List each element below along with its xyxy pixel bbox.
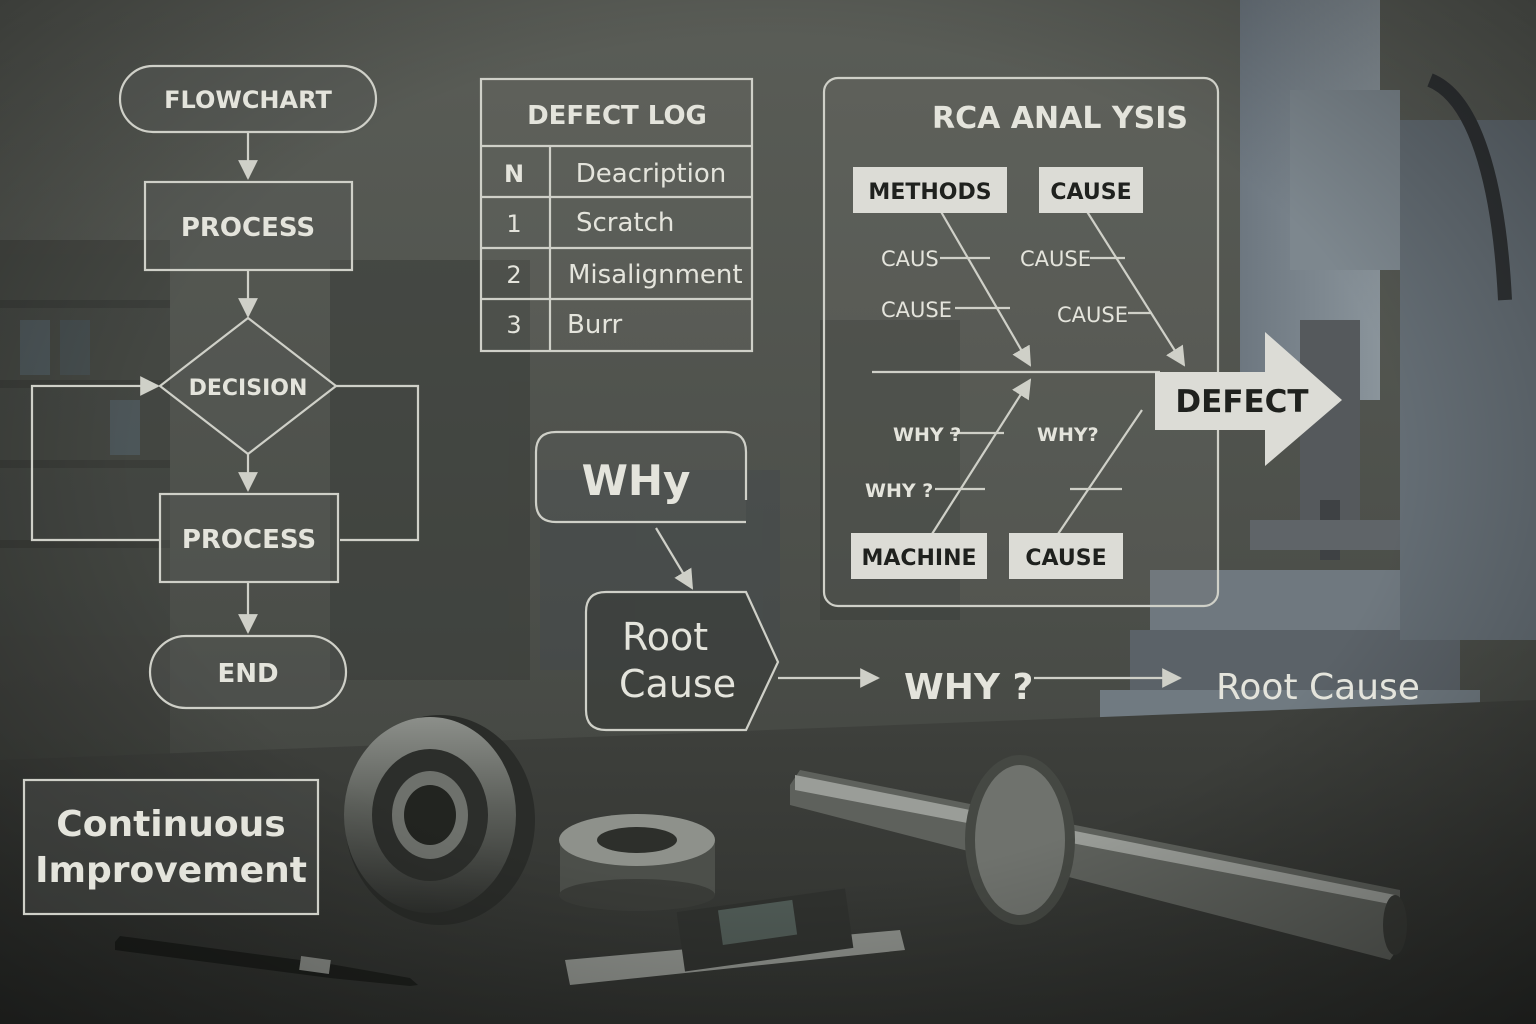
bone-methods [939, 209, 1031, 367]
defect-log-table: DEFECT LOG N Deacription 1 Scratch 2 Mis… [479, 77, 754, 353]
tag-cause-bottom-label: CAUSE [1025, 546, 1106, 571]
bone-machine [931, 378, 1032, 535]
defect-log-col-description: Deacription [576, 159, 726, 189]
defect-arrow [1155, 332, 1342, 466]
rca-cause-label: CAUSE [881, 298, 952, 322]
defect-log-row-1-n: 1 [506, 210, 521, 238]
decision-label: DECISION [189, 376, 308, 401]
flowchart: FLOWCHART PROCESS DECISION PROCESS END [30, 64, 420, 710]
defect-log-title: DEFECT LOG [527, 101, 707, 131]
rca-analysis-panel: RCA ANAL YSIS DEFECT METHODS CAUSE MACHI… [822, 76, 1342, 608]
defect-label: DEFECT [1175, 384, 1308, 420]
rca-why-label: WHY ? [893, 424, 961, 446]
tag-methods [853, 167, 1007, 213]
rca-cause-label: CAUSE [1057, 303, 1128, 327]
defect-log-row-3-n: 3 [506, 311, 521, 339]
rca-why-label: WHY? [1037, 424, 1099, 446]
rca-cause-label: CAUSE [1020, 247, 1091, 271]
root-cause-box [584, 590, 780, 732]
defect-log-row-3-desc: Burr [567, 310, 623, 340]
bone-cause-bottom [1057, 409, 1143, 535]
ci-line-1: Continuous [56, 804, 285, 845]
ci-box [22, 778, 320, 916]
continuous-improvement-panel: Continuous Improvement [22, 778, 320, 916]
process-label-2: PROCESS [182, 525, 316, 555]
why-box-label: WHy [582, 456, 691, 505]
tag-methods-label: METHODS [868, 180, 991, 205]
process-box-1 [143, 180, 354, 272]
tag-cause-top-label: CAUSE [1050, 180, 1131, 205]
why-question-label: WHY ? [904, 667, 1033, 708]
tag-cause-bottom [1009, 533, 1123, 579]
loop-right [336, 384, 420, 542]
defect-log-row-2-n: 2 [506, 261, 521, 289]
bone-cause-top [1085, 209, 1186, 367]
tag-machine-label: MACHINE [861, 546, 976, 571]
end-label: END [217, 659, 278, 689]
root-cause-line-1: Root [622, 615, 708, 659]
why-root-cause-flow: WHy Root Cause WHY ? Root Cause [534, 430, 1420, 732]
rca-why-label: WHY ? [865, 480, 933, 502]
rca-cause-label: CAUS [881, 247, 939, 271]
tag-cause-top [1039, 167, 1143, 213]
rca-panel-frame [822, 76, 1220, 608]
root-cause-final-label: Root Cause [1216, 667, 1420, 708]
rca-title: RCA ANAL YSIS [932, 101, 1188, 136]
defect-log-col-n: N [504, 160, 524, 188]
why-box [534, 430, 748, 524]
process-label-1: PROCESS [181, 213, 315, 243]
defect-log-row-2-desc: Misalignment [568, 260, 743, 290]
process-box-2 [158, 492, 340, 584]
end-pill [148, 634, 348, 710]
ci-line-2: Improvement [35, 850, 307, 891]
defect-log-row-1-desc: Scratch [576, 208, 674, 238]
tag-machine [851, 533, 987, 579]
flowchart-title: FLOWCHART [164, 86, 332, 114]
root-cause-line-2: Cause [619, 662, 736, 706]
loop-left [30, 376, 160, 542]
